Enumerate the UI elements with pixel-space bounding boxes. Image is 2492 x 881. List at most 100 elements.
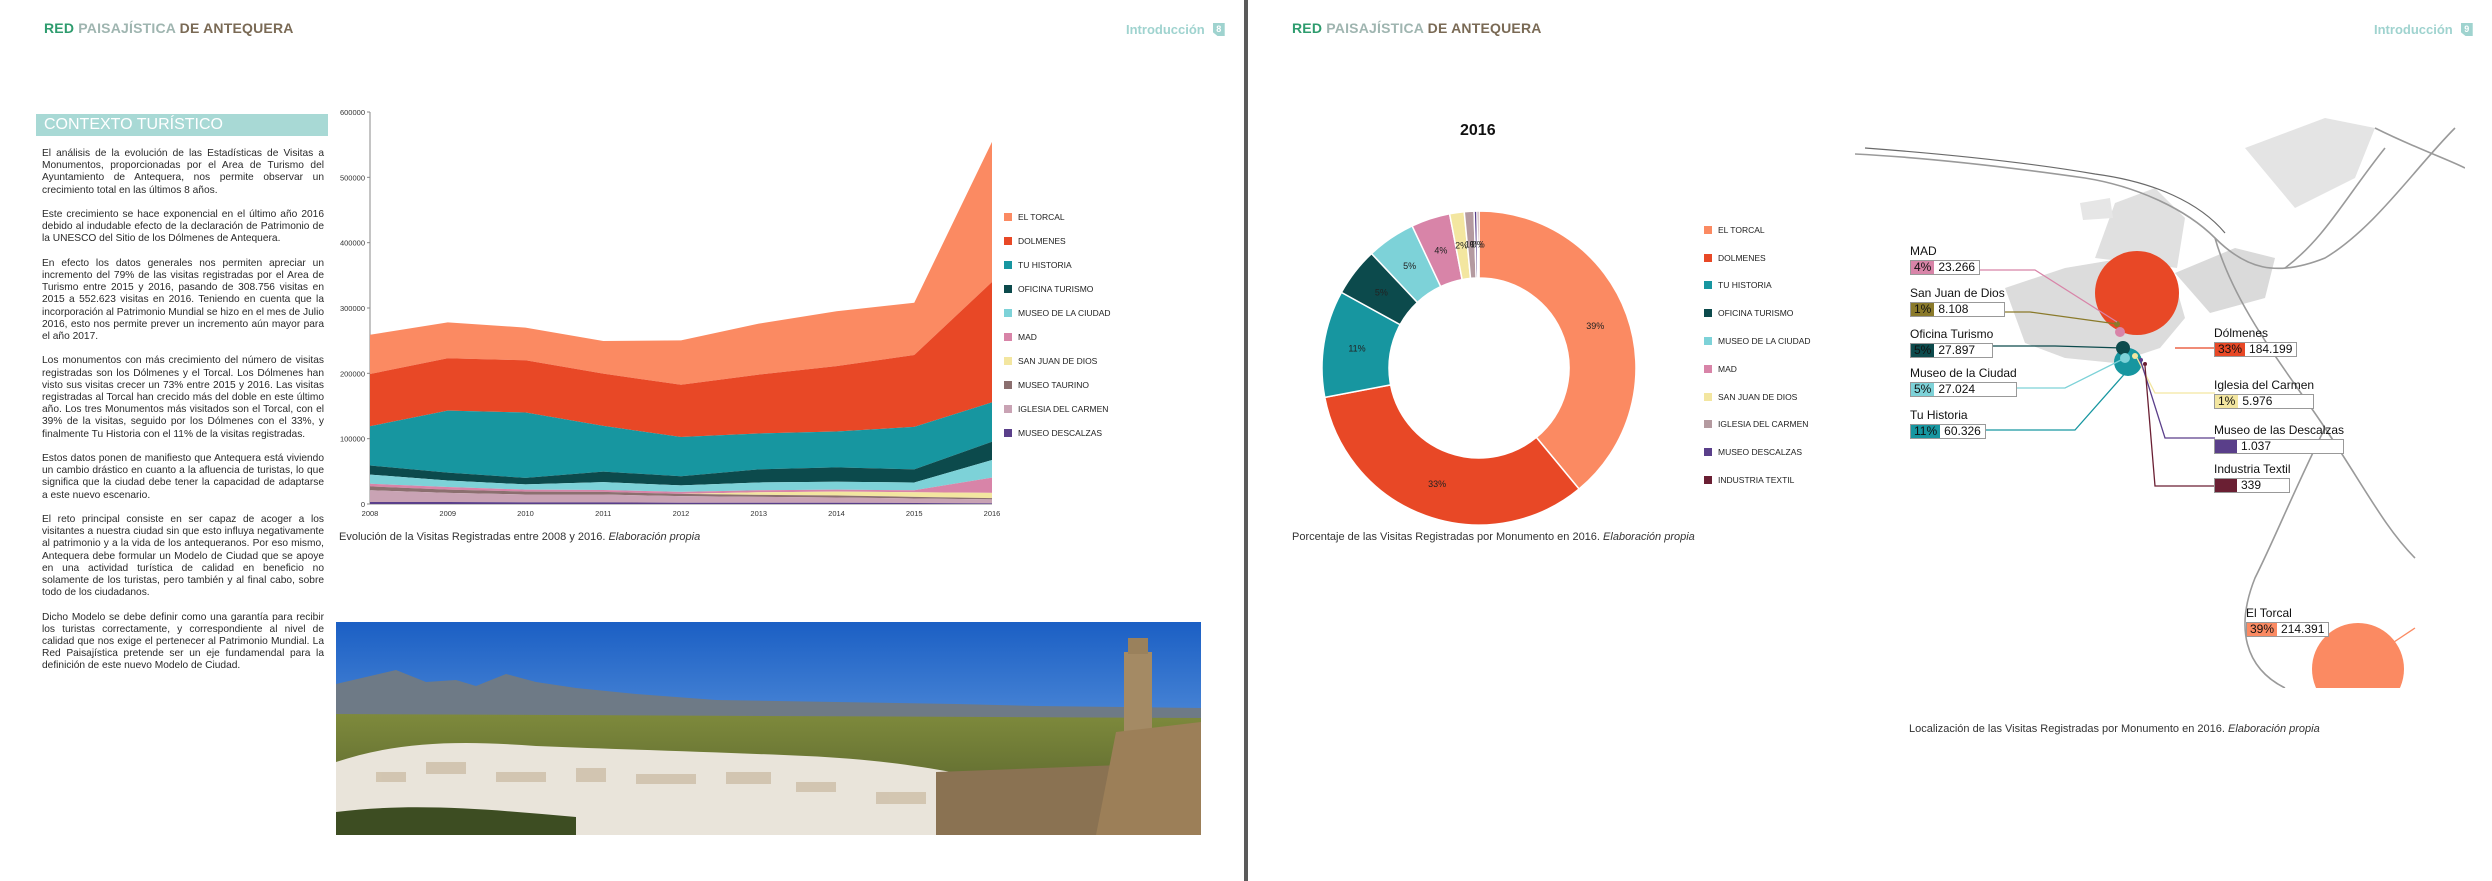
donut-slice-label: 2% — [1455, 241, 1468, 251]
x-tick-label: 2010 — [517, 509, 534, 518]
map-label-name: Iglesia del Carmen — [2214, 378, 2315, 392]
y-tick-label: 200000 — [340, 369, 365, 378]
map-label-count: 60.326 — [1944, 424, 1981, 438]
donut-slice-dolmenes — [1323, 383, 1581, 526]
brand-logo-right: RED PAISAJÍSTICA DE ANTEQUERA — [1292, 20, 1542, 36]
map-label-percent: 5% — [1911, 383, 1935, 396]
donut-chart-title: 2016 — [1460, 122, 1496, 139]
map-label-values: 1% 5.976 — [2214, 394, 2315, 409]
x-tick-label: 2008 — [362, 509, 379, 518]
legend-label: MUSEO DE LA CIUDAD — [1718, 336, 1811, 347]
legend-item: MAD — [1004, 325, 1111, 349]
map-label-museo-de-la-ciudad: Museo de la Ciudad 5% 27.024 — [1910, 366, 2017, 397]
map-label-values: 11% 60.326 — [1910, 424, 1986, 439]
legend-label: SAN JUAN DE DIOS — [1018, 356, 1098, 366]
x-tick-label: 2013 — [750, 509, 767, 518]
map-label-dólmenes: Dólmenes 33% 184.199 — [2214, 326, 2298, 357]
y-tick-label: 500000 — [340, 173, 365, 182]
legend-swatch — [1004, 357, 1012, 365]
body-paragraph: Dicho Modelo se debe definir como una ga… — [42, 611, 324, 672]
legend-swatch — [1704, 281, 1712, 290]
y-tick-label: 100000 — [340, 435, 365, 444]
brand-red: RED — [1292, 20, 1323, 36]
map-label-tu-historia: Tu Historia 11% 60.326 — [1910, 408, 1986, 439]
donut-slice-label: 5% — [1375, 287, 1388, 297]
legend-item: MUSEO TAURINO — [1004, 373, 1111, 397]
map-city-area — [2005, 118, 2375, 363]
page-number: 9 — [2460, 23, 2473, 36]
legend-swatch — [1704, 476, 1712, 485]
legend-label: DOLMENES — [1718, 252, 1766, 263]
area-series-dolmenes — [370, 281, 992, 438]
location-map — [1855, 118, 2465, 688]
legend-label: MUSEO DESCALZAS — [1018, 428, 1103, 438]
legend-swatch — [1704, 420, 1712, 429]
legend-swatch — [1704, 225, 1712, 234]
map-caption: Localización de las Visitas Registradas … — [1909, 723, 2320, 735]
area-series-museo-descalzas — [370, 502, 992, 504]
brand-antequera: DE ANTEQUERA — [179, 20, 294, 36]
x-tick-label: 2012 — [673, 509, 690, 518]
map-label-count: 339 — [2241, 478, 2262, 492]
legend-label: EL TORCAL — [1018, 212, 1065, 222]
legend-item: MUSEO DESCALZAS — [1004, 421, 1111, 445]
body-paragraph: Este crecimiento se hace exponencial en … — [42, 209, 324, 245]
legend-item: DOLMENES — [1004, 229, 1111, 253]
map-label-name: Museo de las Descalzas — [2214, 423, 2345, 437]
donut-slice-label: 1% — [1465, 240, 1478, 250]
legend-swatch — [1704, 253, 1712, 262]
donut-slice-label: 5% — [1403, 261, 1416, 271]
map-label-count: 23.266 — [1938, 260, 1976, 274]
body-paragraph: Los monumentos con más crecimiento del n… — [42, 355, 324, 440]
map-label-values: 339 — [2214, 478, 2291, 493]
legend-item: INDUSTRIA TEXTIL — [1704, 466, 1811, 494]
panorama-photo — [336, 622, 1201, 835]
legend-label: OFICINA TURISMO — [1718, 308, 1794, 319]
legend-item: IGLESIA DEL CARMEN — [1704, 411, 1811, 439]
map-roads — [1855, 127, 2465, 688]
legend-item: MAD — [1704, 355, 1811, 383]
body-text: El análisis de la evolución de las Estad… — [42, 148, 324, 685]
legend-label: EL TORCAL — [1718, 224, 1765, 235]
donut-slice-label: 0% — [1472, 240, 1485, 250]
map-label-name: Dólmenes — [2214, 326, 2269, 340]
caption-text: Localización de las Visitas Registradas … — [1909, 723, 2225, 735]
map-label-values: 4% 23.266 — [1910, 260, 1981, 275]
map-label-el-torcal: El Torcal 39% 214.391 — [2246, 606, 2330, 637]
map-label-percent: 5% — [1911, 344, 1935, 357]
legend-label: IGLESIA DEL CARMEN — [1718, 419, 1809, 430]
area-chart-legend: EL TORCAL DOLMENES TU HISTORIA OFICINA TURI… — [1004, 205, 1111, 445]
map-label-percent — [2215, 479, 2237, 492]
map-label-values: 33% 184.199 — [2214, 342, 2298, 357]
legend-label: DOLMENES — [1018, 236, 1066, 246]
donut-chart-caption: Porcentaje de las Visitas Registradas po… — [1292, 531, 1695, 543]
legend-label: TU HISTORIA — [1718, 280, 1772, 291]
map-label-name: San Juan de Dios — [1910, 286, 2005, 300]
x-tick-label: 2014 — [828, 509, 845, 518]
map-label-name: El Torcal — [2246, 606, 2292, 620]
x-tick-label: 2016 — [984, 509, 1001, 518]
map-label-name: Tu Historia — [1910, 408, 1968, 422]
brand-red: RED — [44, 20, 75, 36]
legend-swatch — [1004, 405, 1012, 413]
legend-item: EL TORCAL — [1704, 216, 1811, 244]
legend-swatch — [1704, 309, 1712, 318]
legend-swatch — [1704, 337, 1712, 346]
map-label-count: 8.108 — [1938, 302, 1969, 316]
map-label-museo-de-las-descalzas: Museo de las Descalzas 1.037 — [2214, 423, 2345, 454]
donut-slice-label: 0% — [1470, 240, 1483, 250]
caption-credit: Elaboración propia — [2228, 723, 2320, 735]
brand-antequera: DE ANTEQUERA — [1427, 20, 1542, 36]
y-tick-label: 600000 — [340, 108, 365, 117]
legend-label: MAD — [1718, 363, 1737, 374]
map-label-count: 27.024 — [1938, 382, 1976, 396]
map-label-count: 27.897 — [1938, 343, 1976, 357]
donut-chart-legend: EL TORCAL DOLMENES TU HISTORIA OFICINA TURI… — [1704, 216, 1811, 494]
area-series-museo-taurino — [370, 486, 992, 500]
section-name: Introducción — [2374, 22, 2453, 37]
y-tick-label: 400000 — [340, 239, 365, 248]
legend-item: IGLESIA DEL CARMEN — [1004, 397, 1111, 421]
map-label-values: 1% 8.108 — [1910, 302, 2005, 317]
legend-item: SAN JUAN DE DIOS — [1004, 349, 1111, 373]
legend-item: TU HISTORIA — [1704, 272, 1811, 300]
